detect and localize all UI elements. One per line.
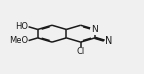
Text: HO: HO xyxy=(15,22,28,31)
Text: N: N xyxy=(92,25,98,34)
Text: MeO: MeO xyxy=(9,36,28,45)
Text: Cl: Cl xyxy=(76,47,85,56)
Text: N: N xyxy=(105,36,113,46)
